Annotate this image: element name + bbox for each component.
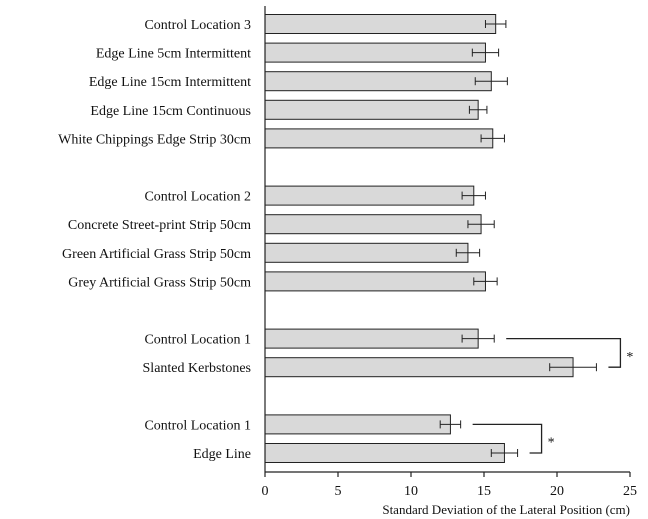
category-labels-layer: Control Location 3 Edge Line 5cm Intermit…	[58, 18, 251, 462]
error-bar	[468, 105, 488, 114]
error-bar	[461, 334, 495, 343]
bar	[264, 328, 479, 349]
category-label: White Chippings Edge Strip 30cm	[58, 132, 251, 147]
bar	[264, 42, 486, 63]
bar	[264, 99, 479, 120]
x-tick-label: 0	[262, 484, 269, 499]
significance-bracket: *	[472, 423, 555, 454]
axes-layer	[264, 6, 630, 473]
x-tick-label: 5	[335, 484, 342, 499]
category-label: Edge Line 15cm Continuous	[90, 104, 251, 119]
category-label: Green Artificial Grass Strip 50cm	[62, 247, 251, 262]
error-bar	[467, 220, 495, 229]
category-label: Control Location 2	[144, 190, 251, 205]
error-bar	[455, 248, 481, 257]
bar	[264, 443, 505, 463]
category-label: Control Location 1	[144, 333, 251, 348]
category-label: Slanted Kerbstones	[143, 361, 251, 376]
bar	[264, 128, 494, 149]
category-label: Control Location 3	[144, 18, 251, 33]
bar	[264, 357, 574, 378]
bar	[264, 14, 497, 34]
error-bar	[461, 191, 486, 200]
error-bar	[549, 363, 597, 372]
error-bar	[471, 48, 500, 57]
category-label: Concrete Street-print Strip 50cm	[68, 218, 251, 233]
error-bar	[490, 449, 519, 457]
category-label: Grey Artificial Grass Strip 50cm	[68, 275, 251, 290]
error-bar	[473, 277, 498, 286]
error-bar	[480, 134, 505, 143]
category-label: Edge Line	[193, 447, 251, 462]
x-axis-title: Standard Deviation of the Lateral Positi…	[382, 502, 630, 517]
bar	[264, 271, 486, 292]
bar	[264, 71, 492, 92]
x-tick-label: 10	[404, 484, 418, 499]
x-tick-label: 20	[550, 484, 564, 499]
x-ticks-layer: 0 5 10 15 20 25	[262, 472, 637, 499]
bar	[264, 414, 451, 435]
bar	[264, 214, 482, 235]
bar	[264, 242, 469, 263]
error-bars-layer	[439, 20, 597, 457]
category-label: Control Location 1	[144, 418, 251, 433]
error-bar	[484, 20, 507, 28]
significance-star: *	[548, 436, 555, 451]
category-label: Edge Line 15cm Intermittent	[89, 75, 251, 90]
category-label: Edge Line 5cm Intermittent	[96, 47, 251, 62]
x-tick-label: 15	[477, 484, 491, 499]
bars-layer	[264, 14, 574, 463]
error-bar	[474, 77, 508, 86]
x-tick-label: 25	[623, 484, 637, 499]
significance-star: *	[626, 350, 633, 365]
error-bar	[439, 420, 462, 429]
bar	[264, 185, 475, 206]
significance-layer: **	[472, 337, 633, 454]
significance-bracket: *	[506, 337, 633, 368]
